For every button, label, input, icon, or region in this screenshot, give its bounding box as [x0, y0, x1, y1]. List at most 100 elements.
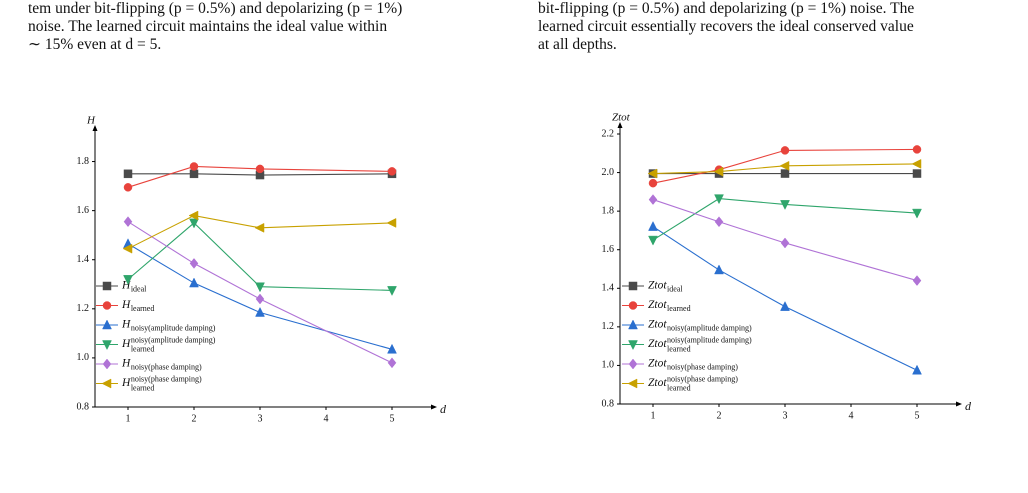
y-tick-label: 0.8 — [602, 398, 615, 409]
marker — [123, 216, 133, 228]
legend-subscript: learned — [667, 304, 691, 313]
y-tick-label: 2.2 — [602, 128, 615, 139]
marker — [912, 169, 922, 178]
axis-arrow — [92, 125, 98, 131]
marker — [123, 169, 133, 179]
legend-label: H — [121, 377, 131, 389]
legend-label: Ztot — [648, 358, 667, 370]
series-line — [652, 199, 918, 282]
legend-subscript: learned — [131, 344, 155, 353]
x-tick-label: 5 — [390, 413, 395, 424]
legend-superscript: noisy(phase damping) — [667, 374, 738, 383]
legend-superscript: noisy(amplitude damping) — [131, 335, 216, 344]
legend-subscript: noisy(amplitude damping) — [667, 323, 752, 332]
x-tick-label: 1 — [126, 413, 131, 424]
series-line — [127, 165, 393, 188]
legend-label: Ztot — [648, 299, 667, 311]
marker — [255, 293, 265, 305]
marker — [188, 210, 199, 221]
legend-subscript: noisy(amplitude damping) — [131, 323, 216, 332]
marker — [189, 218, 199, 229]
legend-label: Ztot — [648, 319, 667, 331]
marker — [387, 167, 397, 176]
legend-label: Ztot — [648, 377, 667, 389]
legend-superscript: noisy(phase damping) — [131, 374, 202, 383]
marker — [189, 162, 199, 171]
marker — [714, 194, 724, 205]
x-tick-label: 4 — [849, 410, 854, 421]
y-tick-label: 1.6 — [77, 205, 90, 216]
legend-subscript: ideal — [131, 284, 147, 293]
series-line — [127, 221, 393, 364]
x-tick-label: 5 — [915, 410, 920, 421]
marker — [189, 258, 199, 269]
text-line: at all depths. — [538, 36, 617, 53]
x-tick-label: 2 — [717, 410, 722, 421]
marker — [648, 194, 658, 205]
marker — [628, 281, 638, 291]
marker — [912, 208, 922, 219]
marker — [780, 237, 790, 249]
marker — [101, 378, 112, 389]
marker — [387, 343, 397, 354]
marker — [628, 358, 638, 370]
marker — [780, 169, 790, 178]
marker — [123, 275, 133, 285]
y-tick-label: 0.8 — [77, 401, 90, 412]
legend-label: H — [121, 280, 131, 292]
x-tick-label: 2 — [192, 413, 197, 424]
x-axis-label: d — [440, 402, 447, 416]
y-tick-label: 1.8 — [77, 156, 90, 167]
legend-subscript: ideal — [667, 284, 683, 293]
text-line: ∼ 15% even at d = 5. — [28, 36, 162, 53]
marker — [648, 221, 658, 231]
marker — [123, 183, 133, 192]
series-line — [652, 226, 918, 371]
marker — [189, 277, 199, 288]
legend-superscript: noisy(amplitude damping) — [667, 335, 752, 344]
marker — [628, 319, 638, 330]
legend-label: H — [121, 319, 131, 331]
marker — [387, 286, 397, 296]
marker — [627, 378, 638, 389]
legend-label: H — [121, 299, 131, 311]
marker — [387, 357, 397, 369]
marker — [648, 178, 658, 188]
y-tick-label: 1.4 — [602, 283, 615, 294]
marker — [714, 216, 724, 228]
marker — [648, 235, 658, 246]
marker — [102, 281, 112, 291]
axis-arrow — [431, 404, 437, 410]
axis-arrow — [956, 401, 962, 407]
text-line: learned circuit essentially recovers the… — [538, 18, 914, 35]
marker — [122, 243, 133, 254]
legend-subscript: learned — [131, 304, 155, 313]
legend-label: H — [121, 358, 131, 370]
marker — [647, 168, 658, 179]
paragraph: bit-flipping (p = 0.5%) and depolarizing… — [538, 0, 914, 54]
marker — [912, 275, 922, 286]
legend-subscript: noisy(phase damping) — [131, 362, 202, 371]
series-line — [127, 222, 393, 291]
legend-subscript: noisy(phase damping) — [667, 362, 738, 371]
marker — [912, 145, 922, 154]
text-line: bit-flipping (p = 0.5%) and depolarizing… — [538, 0, 915, 17]
y-tick-label: 1.0 — [77, 352, 90, 363]
marker — [189, 169, 199, 179]
legend-subscript: learned — [667, 344, 691, 353]
series-line — [652, 148, 918, 184]
text-line: tem under bit-flipping (p = 0.5%) and de… — [28, 0, 403, 17]
marker — [780, 146, 790, 155]
x-tick-label: 4 — [324, 413, 329, 424]
marker — [102, 340, 112, 351]
marker — [102, 319, 112, 330]
y-tick-label: 1.8 — [602, 205, 615, 216]
legend-label: Ztot — [648, 338, 667, 350]
y-tick-label: 1.4 — [77, 254, 90, 265]
y-tick-label: 1.2 — [77, 303, 90, 314]
marker — [779, 160, 790, 171]
marker — [102, 301, 112, 310]
